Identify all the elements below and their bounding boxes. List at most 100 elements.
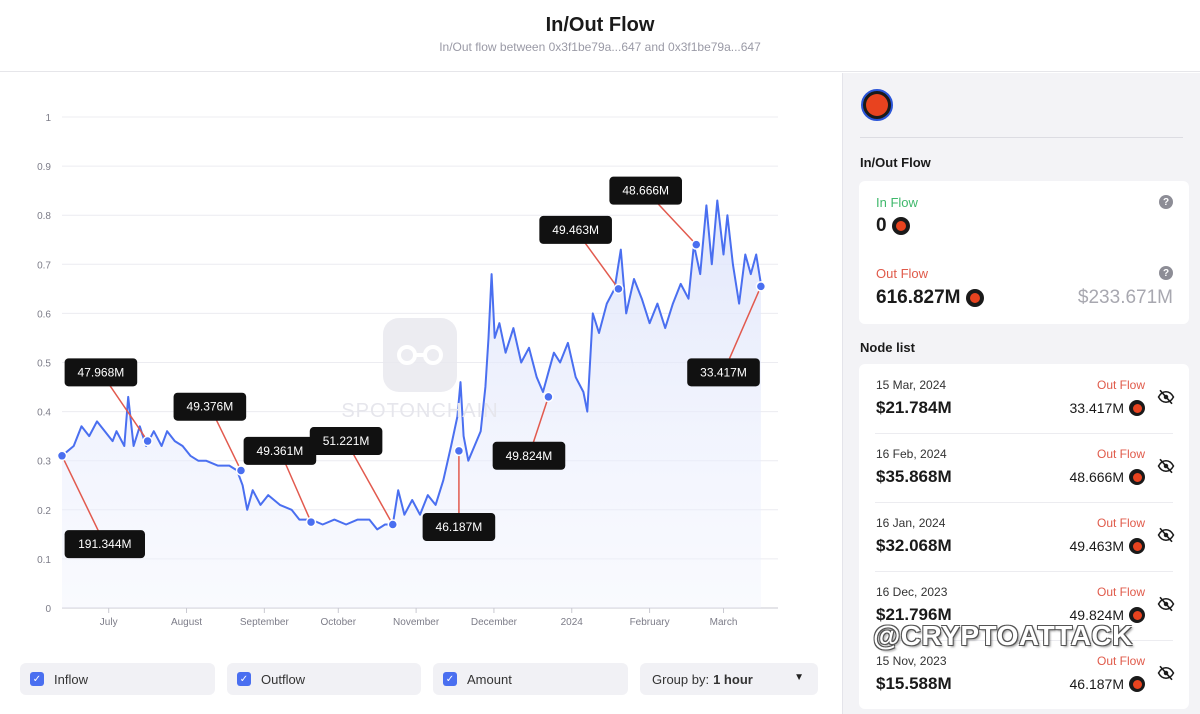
- x-tick-label: 2024: [561, 617, 584, 628]
- annotation-box: [243, 436, 317, 465]
- node-separator: [875, 640, 1173, 641]
- token-icon: [1129, 538, 1145, 554]
- node-amount: 48.666M: [1070, 469, 1145, 485]
- y-tick-label: 0.1: [37, 555, 51, 566]
- node-separator: [875, 433, 1173, 434]
- annotation-label: 49.361M: [257, 444, 304, 458]
- series-area: [62, 200, 761, 608]
- token-logo: [861, 89, 893, 121]
- y-tick-label: 0.2: [37, 506, 51, 517]
- y-tick-label: 0.4: [37, 408, 51, 419]
- annotation-label: 48.666M: [622, 184, 669, 198]
- amount-checkbox[interactable]: ✓ Amount: [433, 663, 628, 695]
- in-flow-value: 0: [876, 215, 910, 237]
- outflow-checkbox[interactable]: ✓ Outflow: [227, 663, 421, 695]
- x-tick-label: October: [320, 617, 356, 628]
- node-amount: 46.187M: [1070, 676, 1145, 692]
- y-tick-label: 0.9: [37, 162, 51, 173]
- watermark-handle: @CRYPTOATTACK: [873, 620, 1133, 651]
- node-flow-type: Out Flow: [1096, 447, 1145, 461]
- eye-slash-icon[interactable]: [1157, 388, 1175, 406]
- help-icon[interactable]: ?: [1159, 195, 1173, 209]
- token-icon: [891, 217, 910, 235]
- node-flow-type: Out Flow: [1096, 378, 1145, 392]
- page-header: In/Out Flow In/Out flow between 0x3f1be7…: [0, 0, 1200, 72]
- node-usd-value: $35.868M: [876, 467, 952, 486]
- token-icon: [965, 289, 984, 307]
- amount-checkbox-label: Amount: [467, 671, 512, 687]
- node-amount-value: 46.187M: [1069, 676, 1124, 692]
- annotation-point[interactable]: [691, 239, 702, 250]
- node-date: 16 Jan, 2024: [876, 516, 946, 530]
- node-date: 16 Dec, 2023: [876, 585, 948, 599]
- help-icon[interactable]: ?: [1159, 266, 1173, 280]
- inflow-checkbox-label: Inflow: [54, 671, 88, 687]
- group-by-value: 1 hour: [713, 671, 753, 687]
- annotation-point[interactable]: [543, 391, 554, 403]
- annotation-label: 47.968M: [78, 365, 125, 379]
- node-flow-type: Out Flow: [1096, 585, 1145, 599]
- token-icon: [1129, 607, 1145, 623]
- node-list-item[interactable]: 15 Nov, 2023 $15.588M Out Flow 46.187M: [859, 640, 1189, 709]
- annotation-point[interactable]: [142, 435, 153, 447]
- annotation-box: [64, 358, 138, 387]
- annotation-point[interactable]: [235, 465, 247, 476]
- annotation-box: [173, 392, 247, 421]
- node-amount: 33.417M: [1070, 400, 1145, 416]
- page-subtitle: In/Out flow between 0x3f1be79a...647 and…: [439, 40, 761, 54]
- eye-slash-icon[interactable]: [1157, 595, 1175, 613]
- eye-slash-icon[interactable]: [1157, 457, 1175, 475]
- annotation-label: 46.187M: [436, 520, 483, 534]
- x-tick-label: November: [393, 617, 440, 628]
- node-list-heading: Node list: [860, 340, 915, 355]
- node-usd-value: $32.068M: [876, 536, 952, 555]
- annotation-box: [64, 530, 146, 559]
- inflow-checkbox[interactable]: ✓ Inflow: [20, 663, 215, 695]
- node-list-item[interactable]: 16 Dec, 2023 $21.796M Out Flow 49.824M: [859, 571, 1189, 640]
- x-tick-label: July: [100, 617, 118, 628]
- node-separator: [875, 571, 1173, 572]
- flow-heading: In/Out Flow: [860, 155, 931, 170]
- outflow-checkbox-label: Outflow: [261, 671, 306, 687]
- annotation-point[interactable]: [755, 281, 767, 292]
- in-flow-amount: 0: [876, 215, 887, 236]
- node-usd-value: $21.796M: [876, 605, 952, 624]
- annotation-point[interactable]: [305, 516, 317, 528]
- y-tick-label: 0.6: [37, 309, 51, 320]
- annotation-point[interactable]: [56, 450, 68, 462]
- watermark-brand: SPOTONCHAIN: [341, 400, 498, 422]
- annotation-label: 49.463M: [552, 223, 599, 237]
- page-title: In/Out Flow: [545, 14, 655, 36]
- node-list: 15 Mar, 2024 $21.784M Out Flow 33.417M 16 Fe…: [859, 364, 1189, 709]
- annotation-label: 49.824M: [506, 449, 553, 463]
- node-list-item[interactable]: 16 Feb, 2024 $35.868M Out Flow 48.666M: [859, 433, 1189, 502]
- annotation-point[interactable]: [453, 445, 465, 457]
- y-tick-label: 1: [45, 113, 51, 124]
- out-flow-amount: 616.827M: [876, 287, 961, 308]
- annotation-label: 191.344M: [78, 537, 131, 551]
- caret-down-icon: ▼: [794, 672, 804, 683]
- annotation-point[interactable]: [613, 283, 624, 295]
- out-flow-label: Out Flow: [876, 266, 929, 281]
- node-amount: 49.463M: [1070, 538, 1145, 554]
- group-by-label: Group by:: [652, 671, 710, 687]
- node-list-item[interactable]: 16 Jan, 2024 $32.068M Out Flow 49.463M: [859, 502, 1189, 571]
- eye-slash-icon[interactable]: [1157, 526, 1175, 544]
- annotation-point[interactable]: [387, 519, 399, 530]
- x-tick-label: August: [171, 617, 202, 628]
- node-flow-type: Out Flow: [1096, 516, 1145, 530]
- annotation-box: [309, 427, 383, 456]
- annotation-box: [422, 512, 496, 541]
- eye-slash-icon[interactable]: [1157, 664, 1175, 682]
- node-date: 16 Feb, 2024: [876, 447, 947, 461]
- node-amount-value: 48.666M: [1069, 469, 1124, 485]
- group-by-select[interactable]: Group by: 1 hour ▼: [640, 663, 818, 695]
- node-amount-value: 49.463M: [1069, 538, 1124, 554]
- annotation-connector: [722, 286, 762, 373]
- annotation-label: 49.376M: [187, 400, 234, 414]
- annotation-connector: [61, 455, 106, 545]
- token-icon: [1129, 676, 1145, 692]
- node-list-item[interactable]: 15 Mar, 2024 $21.784M Out Flow 33.417M: [859, 364, 1189, 433]
- y-tick-label: 0.7: [37, 260, 51, 271]
- flow-summary-card: In Flow ? 0 Out Flow ? 616.827M $233.671…: [859, 181, 1189, 324]
